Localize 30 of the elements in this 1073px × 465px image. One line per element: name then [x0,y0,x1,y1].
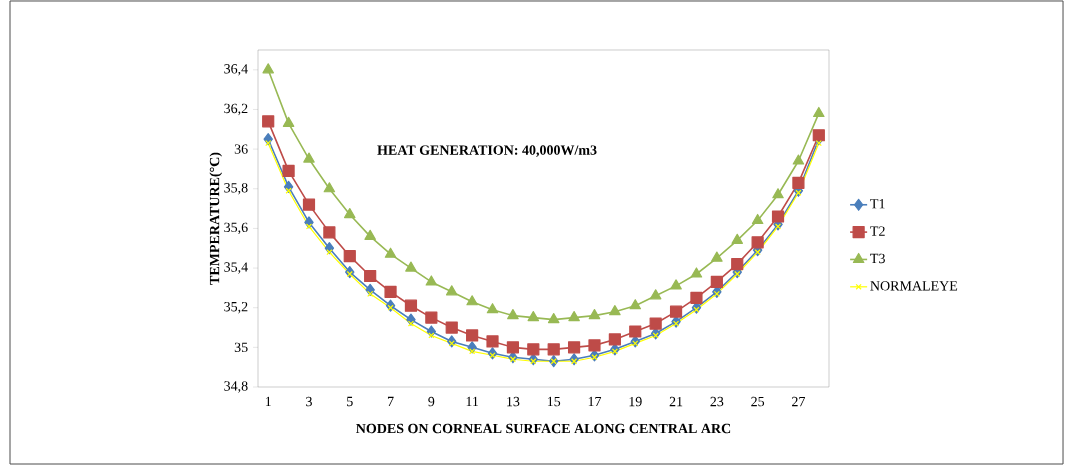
annotation: HEAT GENERATION: 40,000W/m3 [377,145,597,157]
legend-label: NORMALEYE [870,281,958,291]
x-tick-label: 21 [669,396,683,407]
x-tick-label: 17 [588,396,602,407]
legend-label: T2 [870,226,885,236]
x-tick-label: 23 [710,396,724,407]
legend-label: T3 [870,253,885,264]
y-tick-label: 35,2 [224,302,248,314]
y-tick-label: 36 [234,144,248,154]
y-tick-label: 36,4 [224,64,248,76]
x-tick-label: 27 [792,396,806,407]
x-axis-title: NODES ON CORNEAL SURFACE ALONG CENTRAL ARC [356,423,731,434]
y-tick-label: 35,8 [224,183,248,195]
x-tick-label: 19 [629,396,642,407]
x-tick-label: 13 [507,396,520,407]
x-tick-label: 25 [751,396,765,407]
y-tick-label: 35,6 [224,222,248,235]
x-tick-label: 1 [265,396,271,407]
x-tick-label: 15 [547,396,561,407]
y-tick-label: 35,4 [224,262,248,274]
x-tick-label: 9 [428,396,435,407]
x-tick-label: 3 [306,396,312,407]
y-axis-title: TEMPERATURE(°C) [209,152,223,285]
x-tick-label: 5 [347,396,353,407]
y-tick-label: 34,8 [224,381,248,393]
x-tick-label: 11 [466,396,479,407]
legend-label: T1 [870,199,885,209]
y-tick-label: 35 [234,342,248,353]
x-tick-label: 7 [387,396,394,407]
y-tick-label: 36,2 [224,103,248,116]
